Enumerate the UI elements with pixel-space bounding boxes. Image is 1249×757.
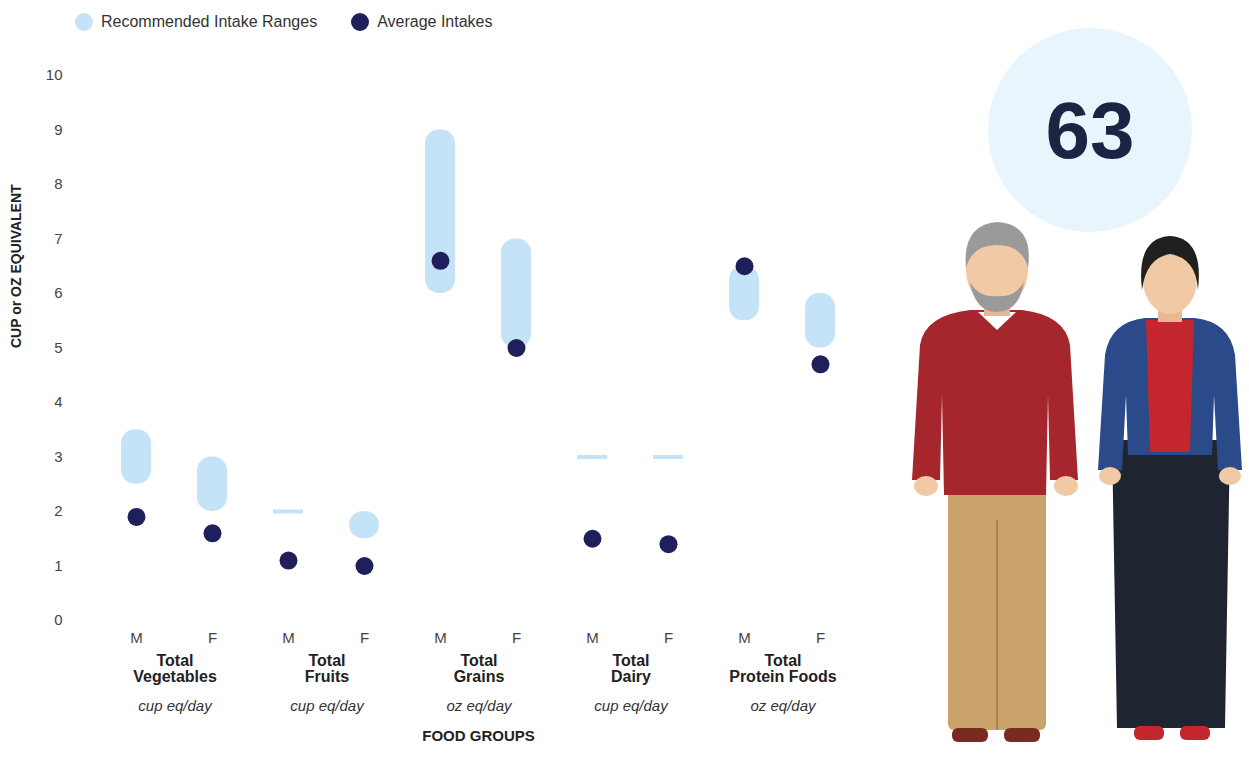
svg-text:F: F	[208, 629, 217, 646]
svg-text:2: 2	[54, 502, 62, 519]
svg-text:TotalProtein Foods: TotalProtein Foods	[729, 652, 837, 685]
svg-text:TotalDairy: TotalDairy	[611, 652, 651, 685]
svg-text:6: 6	[54, 284, 62, 301]
svg-text:10: 10	[46, 66, 63, 83]
svg-text:cup eq/day: cup eq/day	[138, 697, 213, 714]
svg-text:9: 9	[54, 121, 62, 138]
svg-text:oz eq/day: oz eq/day	[446, 697, 513, 714]
svg-text:4: 4	[54, 393, 62, 410]
svg-text:M: M	[130, 629, 143, 646]
html-text:Average Intakes: Average Intakes	[377, 13, 493, 30]
svg-text:FOOD GROUPS: FOOD GROUPS	[422, 727, 535, 744]
svg-text:M: M	[586, 629, 599, 646]
svg-text:7: 7	[54, 230, 62, 247]
svg-text:1: 1	[54, 557, 62, 574]
svg-text:TotalVegetables: TotalVegetables	[133, 652, 217, 685]
svg-text:cup eq/day: cup eq/day	[290, 697, 365, 714]
html-text:Recommended Intake Ranges: Recommended Intake Ranges	[101, 13, 318, 30]
svg-text:TotalFruits: TotalFruits	[305, 652, 350, 685]
svg-text:cup eq/day: cup eq/day	[594, 697, 669, 714]
svg-text:8: 8	[54, 175, 62, 192]
svg-text:5: 5	[54, 339, 62, 356]
svg-text:CUP or OZ EQUIVALENT: CUP or OZ EQUIVALENT	[8, 184, 24, 348]
svg-text:TotalGrains: TotalGrains	[454, 652, 505, 685]
svg-text:0: 0	[54, 611, 62, 628]
svg-text:F: F	[664, 629, 673, 646]
svg-text:oz eq/day: oz eq/day	[750, 697, 817, 714]
svg-text:M: M	[282, 629, 295, 646]
svg-text:3: 3	[54, 448, 62, 465]
svg-text:F: F	[816, 629, 825, 646]
svg-text:F: F	[360, 629, 369, 646]
svg-text:M: M	[434, 629, 447, 646]
svg-text:63: 63	[1046, 86, 1135, 175]
svg-text:F: F	[512, 629, 521, 646]
svg-text:M: M	[738, 629, 751, 646]
